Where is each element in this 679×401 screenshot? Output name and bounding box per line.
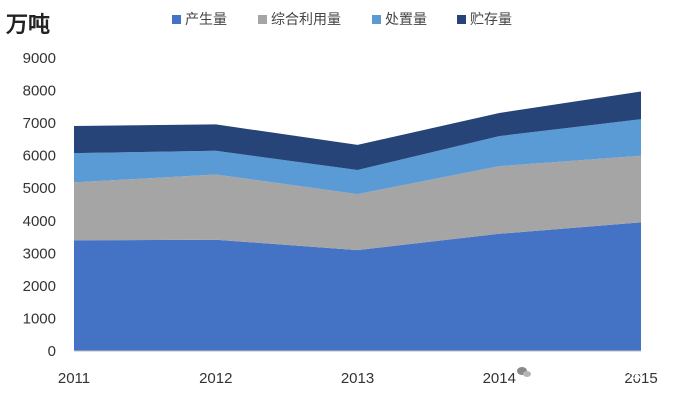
x-tick-label: 2011 — [58, 370, 90, 387]
y-tick-label: 9000 — [23, 50, 56, 67]
area-series-1 — [74, 222, 641, 351]
y-tick-label: 8000 — [23, 83, 56, 100]
watermark-text: 中硅会固废分会 — [538, 365, 643, 382]
x-tick-label: 2012 — [199, 370, 232, 387]
legend-swatch-1 — [172, 15, 181, 24]
legend-swatch-4 — [457, 15, 466, 24]
y-tick-label: 3000 — [23, 245, 56, 262]
y-tick-label: 7000 — [23, 115, 56, 132]
unit-label: 万吨 — [5, 12, 50, 37]
legend-swatch-2 — [258, 15, 267, 24]
watermark: 中硅会固废分会 — [515, 363, 643, 382]
y-tick-label: 2000 — [23, 278, 56, 295]
area-series-3 — [74, 119, 641, 195]
legend-label-1: 产生量 — [185, 11, 227, 27]
axes-group: 0 1000 2000 3000 4000 5000 6000 7000 8000 9000 201… — [23, 50, 658, 387]
x-tick-label: 2015 — [624, 370, 657, 387]
area-series-2 — [74, 155, 641, 251]
y-tick-label: 6000 — [23, 148, 56, 165]
y-tick-label: 4000 — [23, 213, 56, 230]
area-series-group — [74, 91, 641, 351]
legend-label-4: 贮存量 — [470, 11, 512, 27]
x-tick-label: 2013 — [341, 370, 374, 387]
y-tick-label: 1000 — [23, 310, 56, 327]
y-tick-label: 5000 — [23, 180, 56, 197]
y-tick-label: 0 — [48, 343, 56, 360]
x-tick-label: 2014 — [483, 370, 516, 387]
area-series-4 — [74, 91, 641, 170]
legend-label-3: 处置量 — [385, 11, 427, 27]
legend: 产生量 综合利用量 处置量 贮存量 — [172, 11, 512, 27]
legend-label-2: 综合利用量 — [271, 11, 341, 27]
wechat-icon — [515, 363, 533, 381]
legend-swatch-3 — [372, 15, 381, 24]
